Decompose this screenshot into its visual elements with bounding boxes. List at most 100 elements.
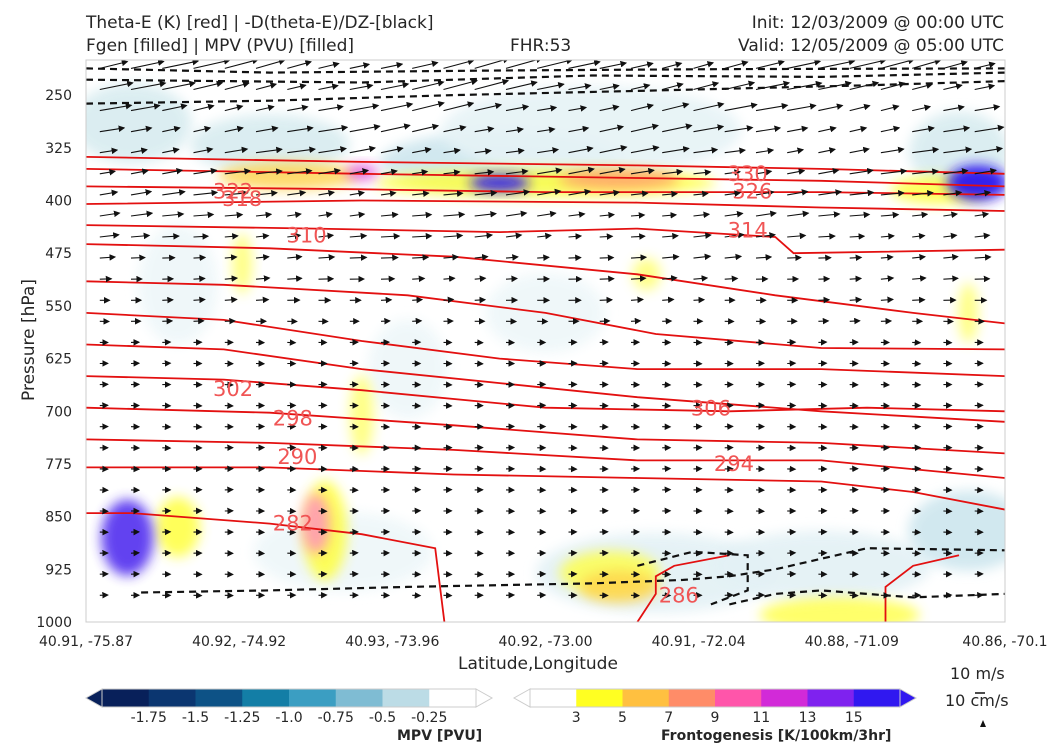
field-blob-13 [218, 161, 359, 190]
fgen-colorbar-label: Frontogenesis [K/100km/3hr] [661, 728, 892, 744]
wind-vector [287, 232, 302, 240]
vertical-key-label: 10 cm/s [945, 691, 1009, 710]
wind-vector [474, 253, 489, 261]
wind-vector [318, 167, 341, 175]
wind-vector [818, 80, 852, 91]
wind-vector [443, 275, 456, 282]
wind-vector [255, 254, 270, 261]
wind-vector [443, 296, 455, 304]
y-tick-label-325: 325 [45, 141, 72, 157]
wind-vector [537, 126, 556, 134]
wind-vector [693, 275, 709, 282]
plot-frame [85, 59, 1006, 623]
wind-vector [693, 169, 712, 176]
wind-vector [224, 296, 238, 304]
y-tick-label-1000: 1000 [36, 615, 72, 631]
wind-vector [1006, 85, 1029, 89]
wind-vector [505, 147, 525, 155]
wind-vector [130, 232, 151, 240]
wind-vector [568, 166, 595, 175]
dashed-contour-5 [637, 550, 749, 606]
field-blob-7 [367, 319, 448, 420]
wind-vector [537, 188, 562, 196]
wind-vector [505, 168, 529, 175]
x-tick-label-5: 40.88, -71.09 [805, 634, 899, 650]
theta-e-label-290: 290 [277, 445, 317, 469]
wind-vector [755, 254, 773, 261]
wind-vector [630, 212, 646, 219]
field-blob-10 [711, 530, 932, 601]
wind-vector [880, 168, 908, 175]
wind-vector [99, 168, 116, 176]
wind-vector [568, 211, 586, 218]
wind-vector [380, 211, 399, 219]
wind-vector [849, 317, 861, 325]
x-tick-label-2: 40.93, -73.96 [345, 634, 439, 650]
x-tick-label-6: 40.86, -70.1 [962, 634, 1047, 650]
wind-vector [193, 189, 219, 197]
wind-vector [537, 167, 563, 175]
wind-vector [318, 146, 347, 154]
wind-vector [787, 80, 823, 91]
wind-vector [724, 147, 746, 155]
wind-vector [130, 189, 153, 196]
wind-vector [787, 103, 817, 112]
wind-vector [662, 82, 684, 91]
wind-vector [818, 147, 836, 154]
wind-vector [974, 83, 996, 91]
wind-vector [724, 190, 742, 197]
theta-e-label-306: 306 [691, 396, 731, 420]
wind-vector [287, 211, 302, 219]
wind-vector [630, 233, 646, 240]
wind-vector [537, 60, 574, 69]
wind-vector [912, 60, 942, 69]
wind-vector [849, 103, 871, 112]
wind-vector [943, 253, 959, 261]
dashed-contour-2 [86, 80, 1005, 105]
wind-vector [130, 210, 154, 218]
wind-vector [224, 275, 239, 282]
wind-vector [599, 83, 620, 91]
wind-vector [662, 102, 690, 112]
theta-e-contour-2 [86, 185, 1005, 196]
wind-vector [255, 146, 283, 154]
wind-vector [630, 254, 648, 261]
wind-vector [630, 61, 654, 69]
theta-e-label-294: 294 [714, 452, 754, 476]
wind-vector [693, 211, 711, 219]
wind-vector [349, 190, 365, 197]
wind-vector [505, 275, 518, 283]
wind-vector [755, 210, 777, 218]
wind-vector [943, 146, 973, 154]
wind-vector [818, 233, 836, 240]
wind-vector [693, 190, 709, 198]
chart-title-left-2: Fgen [filled] | MPV (PVU) [filled] [86, 36, 355, 56]
wind-vector [380, 233, 401, 240]
wind-vector [224, 190, 249, 197]
wind-vector [255, 125, 279, 133]
theta-e-contour-7 [86, 312, 1005, 377]
wind-vector [1006, 214, 1021, 216]
wind-vector [287, 146, 316, 154]
wind-vector [255, 82, 278, 91]
wind-vector [505, 210, 528, 218]
y-tick-label-550: 550 [45, 299, 72, 315]
wind-vector [787, 147, 805, 154]
wind-vector [380, 123, 411, 133]
wind-vector [130, 168, 149, 175]
wind-vector [912, 125, 935, 133]
wind-vector [412, 317, 423, 325]
wind-vector [99, 147, 119, 155]
wind-vector [849, 60, 887, 69]
wind-vector [974, 232, 991, 240]
wind-vector [755, 60, 785, 69]
wind-vector [99, 80, 134, 91]
wind-vector [818, 167, 840, 175]
wind-vector [99, 189, 119, 197]
wind-vector [662, 211, 678, 219]
wind-vector [443, 147, 461, 155]
wind-vector [724, 210, 744, 218]
wind-vector [599, 275, 615, 283]
wind-vector [568, 233, 583, 240]
